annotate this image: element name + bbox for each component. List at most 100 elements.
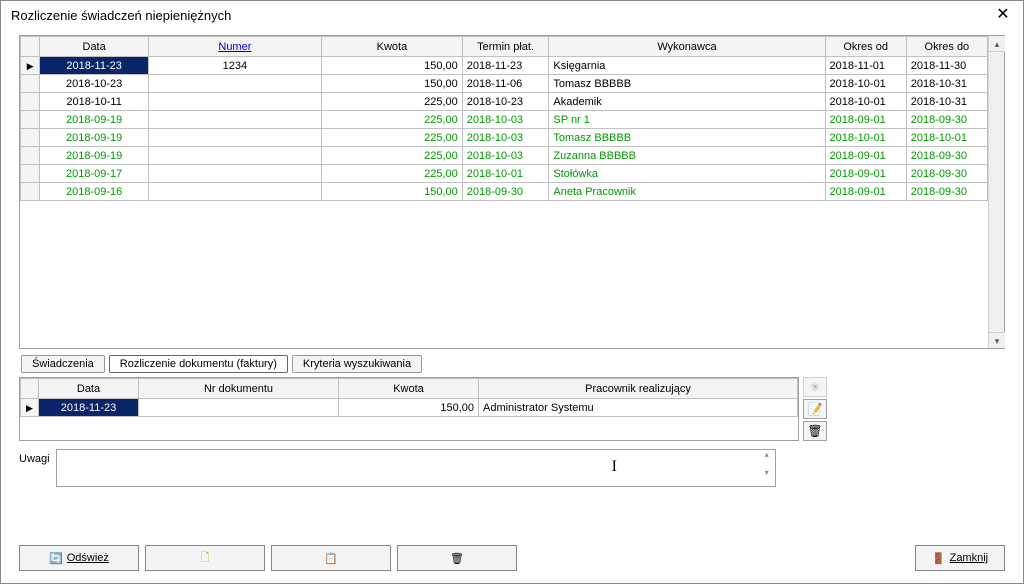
copy-icon: 📋 — [324, 552, 338, 565]
cell-okres-od: 2018-09-01 — [825, 183, 906, 201]
cell-numer — [148, 111, 321, 129]
copy-button[interactable]: 📋 — [271, 545, 391, 571]
cell-okres-do: 2018-09-30 — [906, 147, 987, 165]
cell-nrdok — [139, 399, 339, 417]
tab-swiadczenia[interactable]: Świadczenia — [21, 355, 105, 373]
cell-pracownik: Administrator Systemu — [479, 399, 798, 417]
header-okres-od[interactable]: Okres od — [825, 37, 906, 57]
refresh-button[interactable]: 🔄 Odśwież — [19, 545, 139, 571]
cell-numer — [148, 165, 321, 183]
row-marker — [21, 183, 40, 201]
cell-okres-do: 2018-10-01 — [906, 129, 987, 147]
table-row[interactable]: 2018-11-231234150,002018-11-23Księgarnia… — [21, 57, 988, 75]
trash-icon: 🗑 — [450, 552, 464, 565]
scroll-down-icon[interactable]: ▾ — [989, 332, 1005, 348]
tab-kryteria[interactable]: Kryteria wyszukiwania — [292, 355, 422, 373]
uwagi-label: Uwagi — [19, 449, 50, 465]
close-icon[interactable]: ✕ — [991, 4, 1015, 26]
cell-data: 2018-09-16 — [40, 183, 148, 201]
cell-okres-od: 2018-09-01 — [825, 165, 906, 183]
uwagi-row: Uwagi I ▴▾ — [19, 449, 1005, 487]
detail-header-marker — [21, 379, 39, 399]
cell-data: 2018-10-23 — [40, 75, 148, 93]
row-marker — [21, 165, 40, 183]
cell-data: 2018-09-19 — [40, 111, 148, 129]
cell-kwota: 150,00 — [339, 399, 479, 417]
cell-numer — [148, 93, 321, 111]
row-marker — [21, 111, 40, 129]
detail-header-pracownik[interactable]: Pracownik realizujący — [479, 379, 798, 399]
cell-termin: 2018-10-01 — [462, 165, 549, 183]
cell-data: 2018-11-23 — [40, 57, 148, 75]
cell-wykonawca: Stołówka — [549, 165, 825, 183]
cell-wykonawca: Akademik — [549, 93, 825, 111]
refresh-icon: 🔄 — [49, 552, 63, 565]
edit-icon[interactable]: 📝 — [803, 399, 827, 419]
row-marker — [21, 129, 40, 147]
cell-numer: 1234 — [148, 57, 321, 75]
cell-kwota: 150,00 — [322, 57, 463, 75]
cell-okres-do: 2018-10-31 — [906, 93, 987, 111]
text-cursor-icon: I — [612, 458, 617, 476]
scroll-up-icon[interactable]: ▴ — [989, 36, 1005, 52]
uwagi-spinner[interactable]: ▴▾ — [759, 450, 775, 486]
table-row[interactable]: 2018-10-23150,002018-11-06Tomasz BBBBB20… — [21, 75, 988, 93]
cell-numer — [148, 147, 321, 165]
header-wykonawca[interactable]: Wykonawca — [549, 37, 825, 57]
table-row[interactable]: 2018-09-19225,002018-10-03Zuzanna BBBBB2… — [21, 147, 988, 165]
main-table[interactable]: Data Numer Kwota Termin płat. Wykonawca … — [20, 36, 988, 201]
detail-table-wrap: Data Nr dokumentu Kwota Pracownik realiz… — [19, 377, 799, 441]
detail-table[interactable]: Data Nr dokumentu Kwota Pracownik realiz… — [20, 378, 798, 417]
header-kwota[interactable]: Kwota — [322, 37, 463, 57]
cell-data: 2018-09-19 — [40, 129, 148, 147]
delete-button[interactable]: 🗑 — [397, 545, 517, 571]
cell-numer — [148, 129, 321, 147]
header-termin[interactable]: Termin płat. — [462, 37, 549, 57]
tabs: Świadczenia Rozliczenie dokumentu (faktu… — [21, 355, 1005, 373]
cell-wykonawca: Aneta Pracownik — [549, 183, 825, 201]
delete-icon[interactable]: 🗑 — [803, 421, 827, 441]
cell-okres-do: 2018-11-30 — [906, 57, 987, 75]
header-numer[interactable]: Numer — [148, 37, 321, 57]
row-marker — [21, 75, 40, 93]
add-icon[interactable]: ✳ — [803, 377, 827, 397]
window-title: Rozliczenie świadczeń niepieniężnych — [11, 8, 231, 23]
header-okres-do[interactable]: Okres do — [906, 37, 987, 57]
main-scrollbar[interactable]: ▴ ▾ — [988, 36, 1004, 348]
table-row[interactable]: 2018-09-19225,002018-10-03SP nr 12018-09… — [21, 111, 988, 129]
cell-termin: 2018-10-03 — [462, 147, 549, 165]
window: Rozliczenie świadczeń niepieniężnych ✕ D… — [0, 0, 1024, 584]
cell-wykonawca: SP nr 1 — [549, 111, 825, 129]
tab-rozliczenie[interactable]: Rozliczenie dokumentu (faktury) — [109, 355, 288, 373]
table-row[interactable]: 2018-09-17225,002018-10-01Stołówka2018-0… — [21, 165, 988, 183]
detail-header-data[interactable]: Data — [39, 379, 139, 399]
cell-data: 2018-10-11 — [40, 93, 148, 111]
cell-okres-od: 2018-09-01 — [825, 111, 906, 129]
cell-okres-do: 2018-09-30 — [906, 165, 987, 183]
cell-termin: 2018-11-23 — [462, 57, 549, 75]
table-row[interactable]: 2018-09-19225,002018-10-03Tomasz BBBBB20… — [21, 129, 988, 147]
header-marker — [21, 37, 40, 57]
close-button[interactable]: 🚪 Zamknij — [915, 545, 1005, 571]
cell-numer — [148, 183, 321, 201]
door-icon: 🚪 — [932, 552, 946, 565]
row-marker — [21, 399, 39, 417]
cell-kwota: 225,00 — [322, 93, 463, 111]
detail-header-nrdok[interactable]: Nr dokumentu — [139, 379, 339, 399]
table-row[interactable]: 2018-11-23150,00Administrator Systemu — [21, 399, 798, 417]
header-data[interactable]: Data — [40, 37, 148, 57]
row-marker — [21, 147, 40, 165]
cell-numer — [148, 75, 321, 93]
close-button-label: Zamknij — [950, 552, 989, 564]
cell-wykonawca: Zuzanna BBBBB — [549, 147, 825, 165]
cell-okres-od: 2018-09-01 — [825, 147, 906, 165]
table-row[interactable]: 2018-10-11225,002018-10-23Akademik2018-1… — [21, 93, 988, 111]
cell-kwota: 225,00 — [322, 165, 463, 183]
cell-kwota: 225,00 — [322, 147, 463, 165]
table-row[interactable]: 2018-09-16150,002018-09-30Aneta Pracowni… — [21, 183, 988, 201]
detail-header-kwota[interactable]: Kwota — [339, 379, 479, 399]
uwagi-input[interactable]: I ▴▾ — [56, 449, 776, 487]
cell-okres-do: 2018-09-30 — [906, 183, 987, 201]
new-button[interactable]: 🗋 — [145, 545, 265, 571]
cell-termin: 2018-10-03 — [462, 111, 549, 129]
